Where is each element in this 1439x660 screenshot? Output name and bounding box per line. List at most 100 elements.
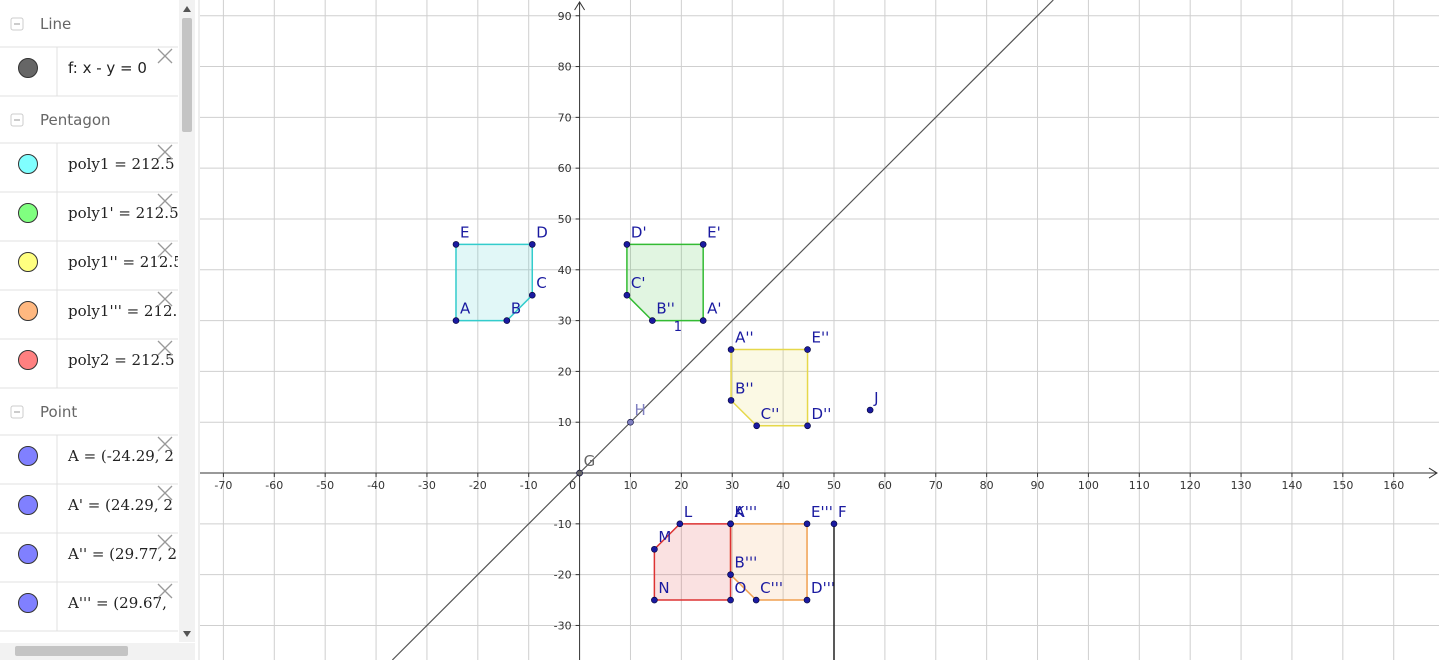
scroll-down-arrow[interactable] <box>183 631 191 637</box>
delete-button[interactable] <box>157 340 173 356</box>
point[interactable] <box>803 520 811 528</box>
point[interactable] <box>627 418 634 426</box>
visibility-toggle[interactable] <box>18 203 38 223</box>
algebra-item[interactable]: f: x - y = 0 <box>68 59 147 77</box>
delete-button[interactable] <box>157 193 173 209</box>
visibility-toggle[interactable] <box>18 252 38 272</box>
point[interactable] <box>623 291 631 299</box>
delete-button[interactable] <box>157 436 173 452</box>
algebra-item[interactable]: poly1'' = 212.5 <box>68 253 183 271</box>
point-label: A <box>460 300 471 318</box>
point[interactable] <box>528 291 536 299</box>
x-tick-label: 40 <box>776 479 790 492</box>
point-label: K <box>735 503 746 521</box>
point[interactable] <box>830 520 838 528</box>
point-label: L <box>684 503 693 521</box>
point-label: D <box>536 223 548 241</box>
x-tick-label: 60 <box>878 479 892 492</box>
delete-button[interactable] <box>157 144 173 160</box>
point[interactable] <box>804 346 811 353</box>
algebra-item[interactable]: poly1''' = 212. <box>68 302 177 320</box>
x-tick-label: 130 <box>1231 479 1252 492</box>
line-f[interactable] <box>391 0 1054 660</box>
x-tick-label: 90 <box>1031 479 1045 492</box>
polygon[interactable] <box>730 348 809 427</box>
x-tick-label: -30 <box>418 479 436 492</box>
algebra-item[interactable]: A' = (24.29, 2 <box>67 496 173 514</box>
point-label: J <box>873 389 878 407</box>
algebra-view: Line f: x - y = 0 Pentagon poly1 = 212.5 pol… <box>0 0 200 660</box>
algebra-item[interactable]: poly1' = 212.5 <box>68 204 179 222</box>
point-label: B'' <box>735 379 754 397</box>
polygon[interactable] <box>455 243 534 322</box>
vertical-scroll-track <box>179 0 195 642</box>
point[interactable] <box>752 596 760 604</box>
point[interactable] <box>804 422 811 430</box>
polygon[interactable] <box>626 243 704 322</box>
x-tick-label: 140 <box>1281 479 1302 492</box>
point[interactable] <box>503 317 511 324</box>
point[interactable] <box>727 571 734 578</box>
point[interactable] <box>576 469 583 477</box>
point[interactable] <box>651 596 658 604</box>
point[interactable] <box>727 397 735 404</box>
algebra-item[interactable]: A''' = (29.67, <box>67 594 167 612</box>
visibility-toggle[interactable] <box>18 544 38 564</box>
y-tick-label: 70 <box>558 111 572 124</box>
delete-button[interactable] <box>157 48 173 64</box>
polygon[interactable] <box>653 523 732 601</box>
delete-button[interactable] <box>157 291 173 307</box>
point-label: E' <box>707 223 721 241</box>
point[interactable] <box>699 241 707 248</box>
y-tick-label: -20 <box>554 569 572 582</box>
group-title: Line <box>40 15 71 33</box>
delete-button[interactable] <box>157 242 173 258</box>
delete-button[interactable] <box>157 485 173 501</box>
point[interactable] <box>452 317 460 324</box>
point-label: H <box>634 401 645 419</box>
visibility-toggle[interactable] <box>18 154 38 174</box>
algebra-item[interactable]: A = (-24.29, 2 <box>67 447 174 465</box>
vertical-scroll-thumb[interactable] <box>182 18 192 132</box>
point[interactable] <box>649 317 656 324</box>
visibility-toggle[interactable] <box>18 58 38 78</box>
algebra-item[interactable]: poly2 = 212.5 <box>68 351 175 369</box>
x-tick-label: 50 <box>827 479 841 492</box>
horizontal-scroll-thumb[interactable] <box>15 646 128 656</box>
delete-button[interactable] <box>157 534 173 550</box>
x-tick-label: -60 <box>265 479 283 492</box>
point[interactable] <box>727 346 735 353</box>
visibility-toggle[interactable] <box>18 593 38 613</box>
point[interactable] <box>528 241 536 248</box>
point-label: N <box>658 579 669 597</box>
x-axis-arrow <box>1428 467 1438 479</box>
point-label: M <box>658 528 671 546</box>
point[interactable] <box>727 596 734 604</box>
graphics-background <box>200 0 1439 660</box>
point[interactable] <box>651 545 658 553</box>
visibility-toggle[interactable] <box>18 301 38 321</box>
group-title: Pentagon <box>40 111 111 129</box>
scroll-up-arrow[interactable] <box>183 6 191 12</box>
algebra-item[interactable]: poly1 = 212.5 <box>68 155 175 173</box>
point[interactable] <box>753 422 760 430</box>
graphics-view[interactable]: -70 -60 -50 -40 -30 -20 -10 0 10 20 30 40 50 60 70 80 90… <box>200 0 1439 660</box>
point[interactable] <box>676 520 684 528</box>
point-label: B''' <box>735 554 758 572</box>
delete-button[interactable] <box>157 583 173 599</box>
visibility-toggle[interactable] <box>18 495 38 515</box>
visibility-toggle[interactable] <box>18 446 38 466</box>
point[interactable] <box>699 317 707 324</box>
point[interactable] <box>727 520 734 528</box>
y-tick-label: 90 <box>558 10 572 23</box>
y-tick-label: -30 <box>554 619 572 632</box>
x-tick-label: 10 <box>623 479 637 492</box>
point[interactable] <box>452 241 460 248</box>
point[interactable] <box>866 406 874 414</box>
point[interactable] <box>803 596 811 604</box>
algebra-item[interactable]: A'' = (29.77, 2 <box>67 545 177 563</box>
visibility-toggle[interactable] <box>18 350 38 370</box>
point[interactable] <box>623 241 631 248</box>
point-label: C <box>536 274 546 292</box>
